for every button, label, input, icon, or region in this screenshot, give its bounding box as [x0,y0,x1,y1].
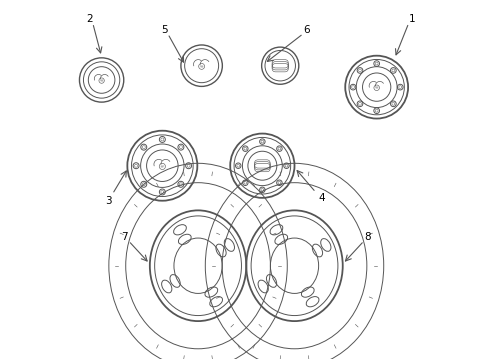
Text: 6: 6 [303,25,310,35]
Text: 7: 7 [122,232,128,242]
Text: 5: 5 [161,25,167,35]
Text: 2: 2 [85,14,92,24]
Text: 1: 1 [408,14,415,24]
Text: 4: 4 [317,193,324,203]
Text: 3: 3 [105,197,112,206]
Text: 8: 8 [364,232,370,242]
